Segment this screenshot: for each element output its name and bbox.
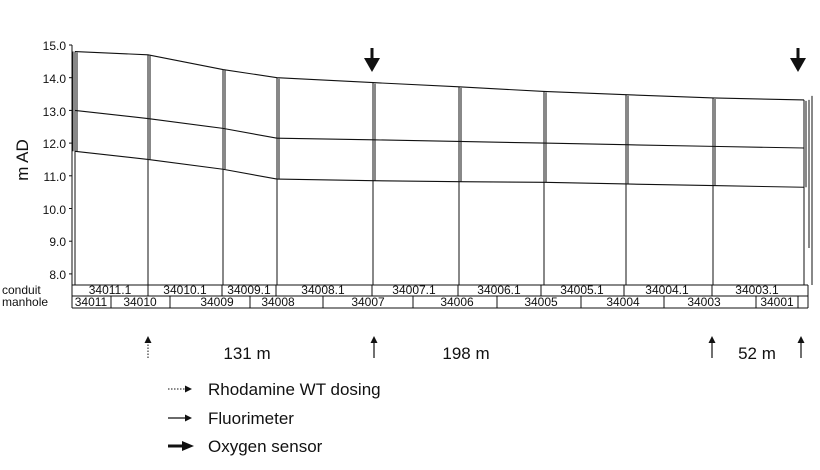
conduit-cell: 34006.1 <box>477 283 521 297</box>
conduit-cell: 34010.1 <box>163 283 207 297</box>
manhole-cell: 34003 <box>687 295 721 309</box>
conduit-manhole-table: conduit manhole 34011.1 34010.1 34009.1 … <box>2 283 809 309</box>
conduit-row-label: conduit <box>2 283 41 297</box>
fluorimeter-arrow <box>708 336 716 358</box>
fluorimeter-arrow <box>370 336 378 358</box>
pipe-invert-line <box>543 181 627 185</box>
ground-level-line <box>74 50 805 101</box>
y-tick-marks <box>69 44 72 275</box>
conduit-cell: 34004.1 <box>645 283 689 297</box>
pipe-invert-line <box>147 158 224 170</box>
manhole-cell: 34008 <box>261 295 295 309</box>
pipe-crown-line <box>372 139 460 143</box>
y-tick-label: 12.0 <box>43 137 67 151</box>
distance-label: 131 m <box>223 344 270 363</box>
fluorimeter-arrow <box>797 336 805 358</box>
y-tick-label: 10.0 <box>43 203 67 217</box>
conduit-cell: 34008.1 <box>301 283 345 297</box>
manhole-cell: 34007 <box>351 295 385 309</box>
legend-thin-arrow <box>168 414 192 422</box>
manhole-cell: 34001 <box>760 295 794 309</box>
y-tick-label: 8.0 <box>49 268 66 282</box>
y-tick-label: 15.0 <box>43 39 67 53</box>
distance-label: 52 m <box>738 344 776 363</box>
pipe-crown-line <box>74 109 149 120</box>
pipe-crown-line <box>222 127 278 139</box>
conduit-cell: 34007.1 <box>392 283 436 297</box>
legend: Rhodamine WT dosing Fluorimeter Oxygen s… <box>168 380 381 456</box>
manhole-cell: 34011 <box>75 295 108 309</box>
legend-bold-arrow <box>168 441 194 451</box>
y-tick-label: 11.0 <box>44 170 67 184</box>
oxygen-sensor-arrow <box>364 48 380 72</box>
manhole-cell: 34006 <box>440 295 474 309</box>
legend-label: Oxygen sensor <box>208 437 323 456</box>
pipe-invert-line <box>222 168 278 180</box>
oxygen-sensor-arrow <box>790 48 806 72</box>
pipe-invert-line <box>458 181 545 183</box>
y-tick-label: 9.0 <box>49 235 66 249</box>
legend-label: Fluorimeter <box>208 409 294 428</box>
manhole-cell: 34004 <box>606 295 640 309</box>
pipe-crown-line <box>458 140 545 144</box>
pipe-crown-line <box>543 142 627 146</box>
pipe-invert-line <box>372 180 460 183</box>
pipe-invert-line <box>625 183 714 187</box>
legend-dotted-arrow <box>168 385 192 393</box>
pipe-crown-line <box>625 144 714 147</box>
rhodamine-dosing-arrow <box>144 336 152 358</box>
manhole-cell: 34009 <box>200 295 234 309</box>
pipe-invert-line <box>74 150 149 160</box>
conduit-cell: 34003.1 <box>735 283 779 297</box>
pipe-invert-line <box>276 178 374 182</box>
manhole-row-label: manhole <box>2 295 48 309</box>
pipe-crown-line <box>712 145 805 149</box>
y-ticks: 15.0 14.0 13.0 12.0 11.0 10.0 9.0 8.0 <box>43 39 67 282</box>
conduit-cell: 34005.1 <box>560 283 604 297</box>
y-tick-label: 13.0 <box>43 105 67 119</box>
legend-label: Rhodamine WT dosing <box>208 380 381 399</box>
pipe-crown-line <box>147 118 224 129</box>
manhole-cell: 34010 <box>123 295 157 309</box>
manhole-cell: 34005 <box>524 295 558 309</box>
y-axis-label: m AD <box>13 139 32 181</box>
conduit-cell: 34011.1 <box>89 283 132 297</box>
pipe-invert-line <box>712 185 805 188</box>
y-tick-label: 14.0 <box>43 72 67 86</box>
conduit-cell: 34009.1 <box>227 283 271 297</box>
profile-lines <box>72 50 813 285</box>
pipe-crown-line <box>276 137 374 141</box>
distance-label: 198 m <box>442 344 489 363</box>
